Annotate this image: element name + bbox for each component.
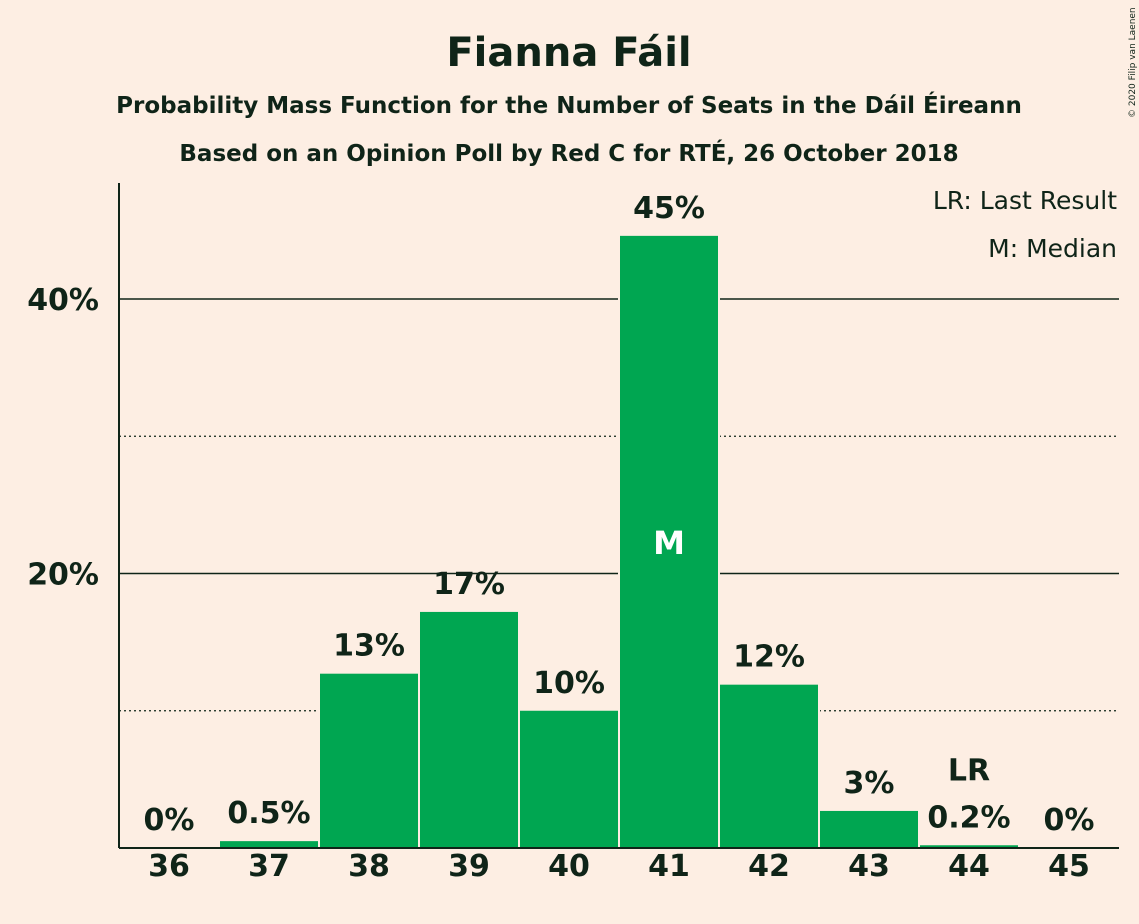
x-tick-label-36: 36 xyxy=(148,849,190,884)
bar-40 xyxy=(520,710,618,848)
x-tick-label-43: 43 xyxy=(848,849,890,884)
data-label-41: 45% xyxy=(633,191,705,226)
bars xyxy=(218,233,1020,849)
bar-42 xyxy=(720,684,818,848)
chart-subtitle-2: Based on an Opinion Poll by Red C for RT… xyxy=(179,139,958,167)
labels: 0% 36 0.5% 37 13% 38 17% 39 10% 40 45% 41 M 12% 42 3% 43… xyxy=(144,191,1095,884)
x-tick-label-44: 44 xyxy=(948,849,990,884)
x-tick-label-45: 45 xyxy=(1048,849,1090,884)
bar-39 xyxy=(420,611,518,848)
legend-median: M: Median xyxy=(988,234,1117,263)
y-tick-label: 40% xyxy=(27,283,99,318)
x-tick-label-38: 38 xyxy=(348,849,390,884)
chart-title: Fianna Fáil xyxy=(446,30,691,76)
data-label-45: 0% xyxy=(1044,803,1095,838)
legend-last-result: LR: Last Result xyxy=(933,186,1117,215)
bar-44 xyxy=(920,845,1018,848)
x-tick-label-39: 39 xyxy=(448,849,490,884)
x-tick-label-37: 37 xyxy=(248,849,290,884)
x-tick-label-42: 42 xyxy=(748,849,790,884)
bar-43 xyxy=(820,810,918,848)
median-marker: M xyxy=(653,524,685,562)
copyright-notice: © 2020 Filip van Laenen xyxy=(1128,7,1138,118)
data-label-36: 0% xyxy=(144,803,195,838)
chart-subtitle-1: Probability Mass Function for the Number… xyxy=(116,91,1022,119)
data-label-39: 17% xyxy=(433,567,505,602)
data-label-37: 0.5% xyxy=(227,796,310,831)
data-label-38: 13% xyxy=(333,629,405,664)
data-label-42: 12% xyxy=(733,640,805,675)
axes: 20% 40% xyxy=(27,183,1119,849)
bar-41 xyxy=(620,235,718,849)
last-result-marker: LR xyxy=(948,753,990,788)
data-label-40: 10% xyxy=(533,666,605,701)
bar-38 xyxy=(320,673,418,848)
bar-37 xyxy=(220,841,318,848)
x-tick-label-40: 40 xyxy=(548,849,590,884)
x-tick-label-41: 41 xyxy=(648,849,690,884)
data-label-44: 0.2% xyxy=(927,800,1010,835)
data-label-43: 3% xyxy=(844,766,895,801)
y-tick-label: 20% xyxy=(27,558,99,593)
